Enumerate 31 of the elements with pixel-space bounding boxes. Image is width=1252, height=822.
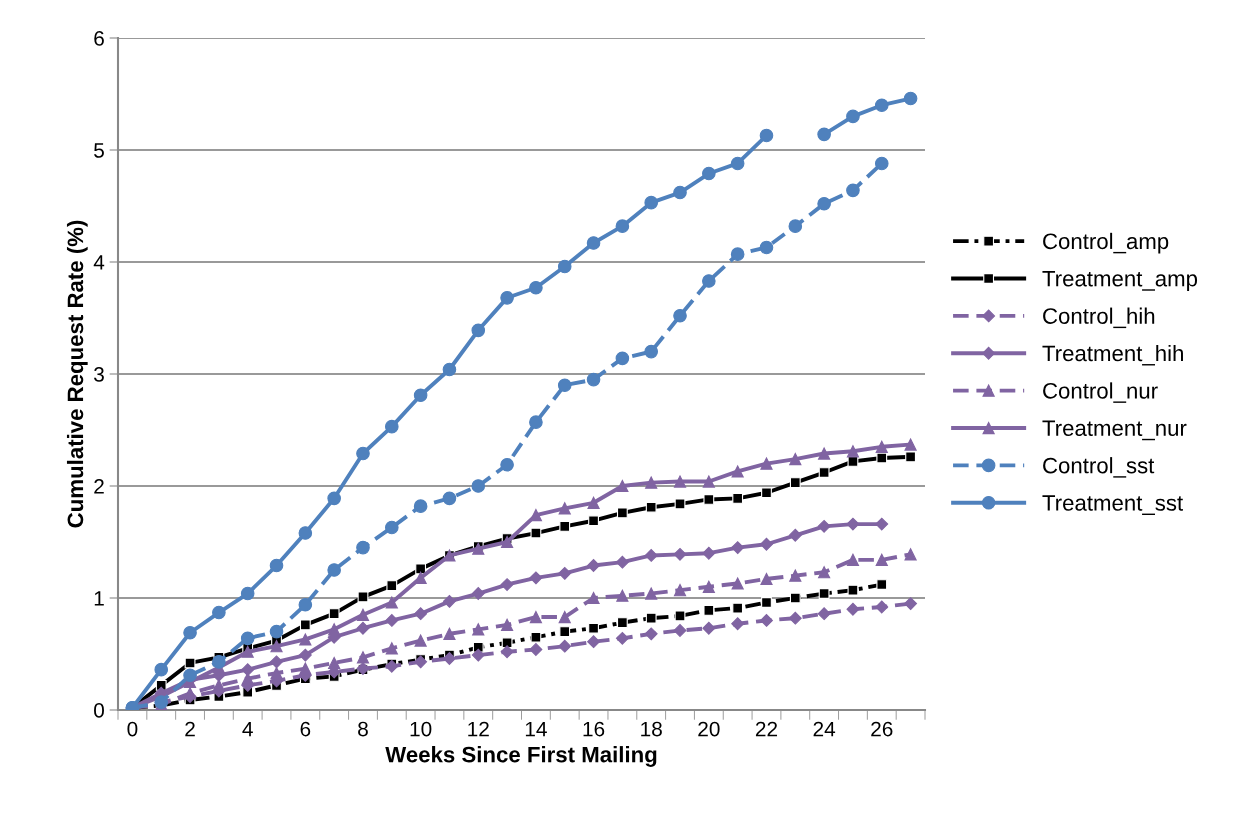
- x-tick-label: 16: [583, 721, 605, 737]
- legend-label: Control_amp: [1043, 232, 1169, 254]
- x-axis-title: Weeks Since First Mailing: [385, 746, 657, 767]
- y-tick-label: 5: [94, 143, 104, 158]
- x-tick-label: 10: [410, 721, 432, 737]
- legend-label: Treatment_nur: [1042, 420, 1187, 441]
- y-tick-label: 6: [94, 31, 104, 46]
- x-tick-label: 0: [127, 721, 138, 737]
- legend-label: Treatment_amp: [1042, 271, 1198, 291]
- x-tick-label: 20: [698, 721, 720, 737]
- x-tick-label: 24: [813, 721, 836, 737]
- x-tick-label: 6: [300, 721, 311, 737]
- x-tick-label: 2: [185, 721, 195, 737]
- y-tick-label: 1: [94, 591, 104, 606]
- x-tick-label: 22: [755, 721, 778, 737]
- legend-label: Control_nur: [1043, 382, 1158, 403]
- y-tick-label: 4: [93, 255, 105, 270]
- y-tick-label: 0: [94, 703, 104, 718]
- x-tick-label: 26: [871, 721, 893, 737]
- y-tick-label: 2: [94, 479, 104, 494]
- legend-label: Treatment_hih: [1042, 344, 1183, 366]
- legend-label: Treatment_sst: [1042, 495, 1183, 515]
- x-tick-label: 14: [525, 721, 547, 737]
- x-tick-label: 4: [242, 721, 253, 737]
- x-tick-label: 18: [641, 721, 662, 737]
- legend-label: Control_hih: [1043, 307, 1155, 329]
- y-axis-title: Cumulative Request Rate (%): [66, 220, 88, 528]
- x-tick-label: 12: [468, 721, 489, 737]
- y-tick-label: 3: [94, 367, 104, 382]
- x-tick-label: 8: [358, 721, 368, 737]
- legend-label: Control_sst: [1043, 457, 1155, 478]
